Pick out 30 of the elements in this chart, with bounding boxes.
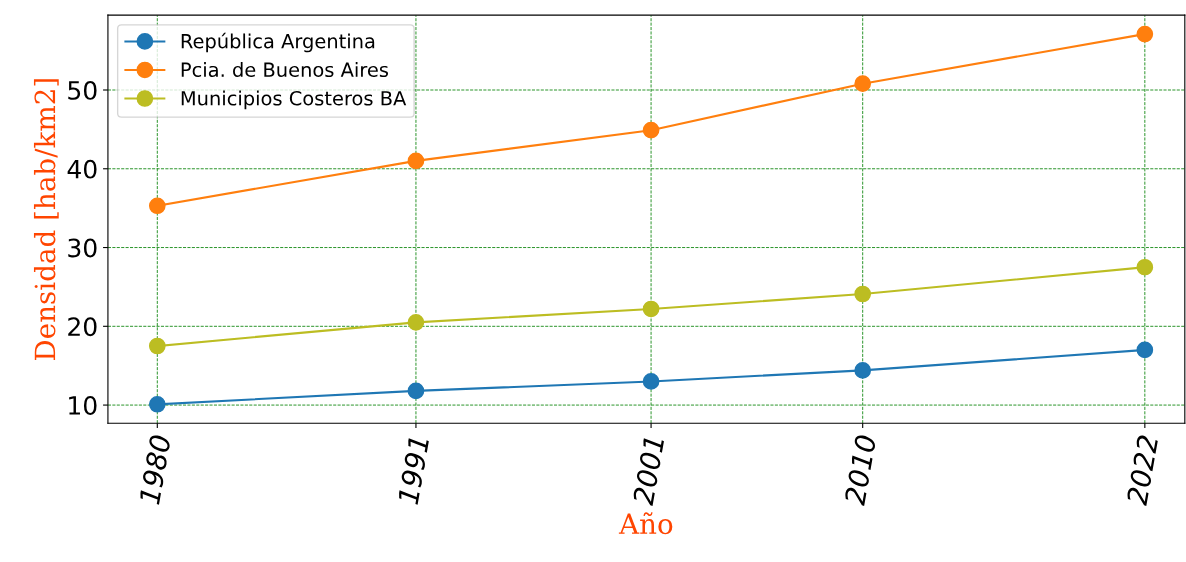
- point: [148, 395, 166, 413]
- y-axis-title: Densidad [hab/km2]: [33, 79, 59, 361]
- x-tick-label: 2001: [632, 437, 665, 507]
- y-tick-label: 50: [68, 80, 97, 100]
- y-tick-label: 30: [68, 238, 97, 258]
- point: [1136, 258, 1154, 276]
- point: [642, 121, 660, 139]
- x-tick-label: 2022: [1125, 434, 1159, 507]
- point: [407, 152, 425, 170]
- point: [1136, 25, 1154, 43]
- legend-label: Municipios Costeros BA: [181, 90, 407, 110]
- point: [407, 314, 425, 331]
- y-tick-label: 20: [68, 317, 97, 337]
- x-axis-title: Año: [618, 512, 673, 535]
- legend-label: República Argentina: [181, 32, 375, 53]
- x-tick-label: 1980: [138, 434, 172, 505]
- point: [854, 75, 872, 93]
- y-tick-label: 40: [67, 159, 97, 179]
- point: [854, 362, 872, 379]
- x-tick-label: 1991: [397, 437, 430, 505]
- point: [642, 300, 660, 318]
- point: [642, 373, 660, 390]
- point: [407, 382, 425, 400]
- y-tick-label: 10: [69, 396, 97, 415]
- point: [1136, 341, 1154, 359]
- point: [854, 285, 872, 303]
- legend-label: Pcia. de Buenos Aires: [181, 61, 389, 78]
- x-tick-label: 2010: [843, 434, 877, 507]
- point: [148, 337, 166, 355]
- point: [148, 197, 166, 215]
